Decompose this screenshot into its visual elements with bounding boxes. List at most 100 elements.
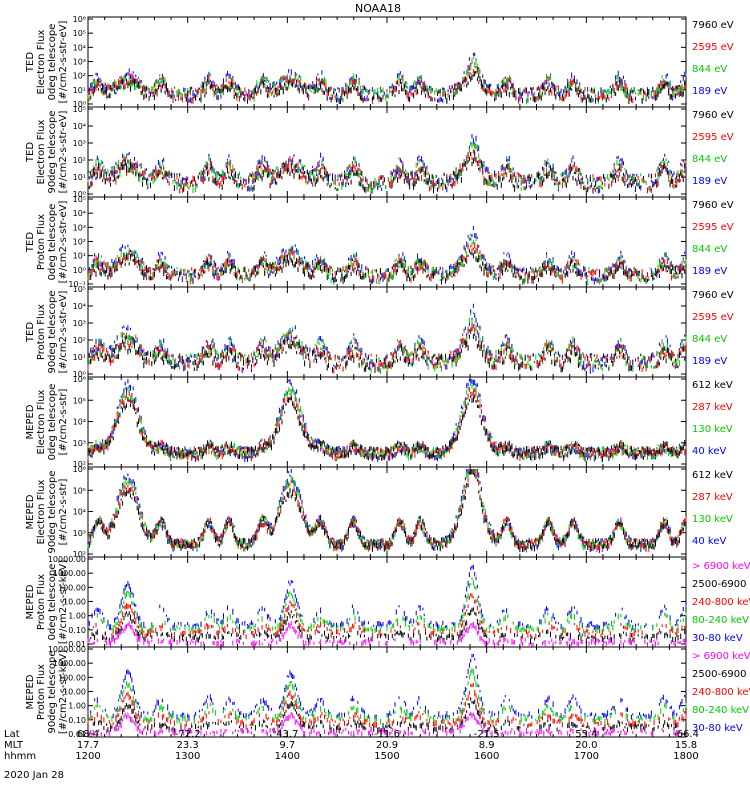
series-black (87, 150, 687, 194)
y-axis-label: Electron Flux (36, 479, 47, 544)
y-tick-label: 10¹ (73, 86, 86, 95)
legend-entry: > 6900 keV (692, 561, 750, 572)
x-tick-value: 23.3 (177, 740, 199, 751)
legend-entry: 612 keV (692, 380, 733, 391)
x-tick-value: 1600 (474, 751, 499, 762)
legend-entry: 189 eV (692, 176, 727, 187)
y-axis-label: Proton Flux (36, 664, 47, 720)
y-axis-label: MEPED (25, 494, 36, 529)
x-tick-value: 55.4 (575, 729, 597, 740)
legend-entry: 130 keV (692, 424, 733, 435)
panel-ted-electron-90deg: 10⁰ 10¹ 10² 10³ 10⁴ 10⁵ TED Electron Flux 90deg … (25, 105, 734, 199)
series-red (87, 243, 687, 285)
legend-entry: 844 eV (692, 244, 727, 255)
y-axis-label: Electron Flux (36, 29, 47, 94)
y-axis-label: Proton Flux (36, 574, 47, 630)
legend-entry: 612 keV (692, 470, 733, 481)
y-axis-label: MEPED (25, 674, 36, 709)
y-tick-label: 10⁶ (73, 375, 86, 384)
legend-entry: 844 eV (692, 154, 727, 165)
y-tick-label: 10⁰ (73, 370, 86, 379)
legend-entry: 2500-6900 (692, 579, 747, 590)
y-axis-label: 0deg telescope (47, 384, 58, 461)
x-tick-value: 1300 (175, 751, 200, 762)
series-black (90, 607, 687, 645)
series-red (87, 322, 687, 374)
x-tick-value: 9.7 (279, 740, 295, 751)
chart-title: NOAA18 (355, 2, 401, 15)
y-tick-label: 10³ (73, 223, 86, 232)
y-axis-label: Electron Flux (36, 119, 47, 184)
series-black (88, 249, 687, 285)
legend-entry: 7960 eV (692, 110, 734, 121)
series-blue (87, 303, 687, 374)
x-tick-value: 17.7 (77, 740, 99, 751)
y-tick-label: 10⁴ (73, 418, 86, 427)
y-tick-label: 1000.00 (53, 569, 86, 578)
y-axis-label: MEPED (25, 584, 36, 619)
y-tick-label: 10⁵ (73, 285, 86, 294)
y-axis-label: Proton Flux (36, 214, 47, 270)
x-tick-value: 68.4 (77, 729, 99, 740)
panel-meped-electron-0deg: 10² 10³ 10⁴ 10⁵ 10⁶ MEPED Electron Flux 0deg te… (25, 375, 733, 469)
series-blue (87, 653, 686, 721)
x-axis-labels: Lat 68.4 -72.2 43.7 -11.6 -21.5 55.4 -66.4 MLT 17… (4, 729, 699, 762)
y-tick-label: 10⁶ (73, 15, 86, 24)
series-blue (87, 226, 687, 285)
y-axis-label: [#/cm2-s-str-eV] (58, 111, 69, 194)
panel-meped-proton-0deg: 0.01 0.10 1.00 10.00 100.00 1000.00 10000.00 ME… (25, 555, 750, 649)
legend-entry: 30-80 keV (692, 723, 743, 734)
y-tick-label: 10⁶ (73, 465, 86, 474)
x-tick-value: 8.9 (479, 740, 495, 751)
y-axis-label: [#/cm2-s-str] (58, 478, 69, 545)
panel-ted-proton-0deg: 10⁻¹ 10⁰ 10¹ 10² 10³ 10⁴ 10⁵ TED Proton Flux 0deg… (25, 195, 734, 289)
y-tick-label: 10000.00 (48, 645, 86, 654)
legend-entry: 287 keV (692, 492, 733, 503)
legend-entry: 7960 eV (692, 290, 734, 301)
legend-entry: 2595 eV (692, 312, 734, 323)
y-axis-label: TED (25, 142, 36, 163)
y-axis-label: [#/cm2-s-str-eV] (58, 201, 69, 284)
y-tick-label: 10³ (73, 529, 86, 538)
y-tick-label: 10³ (73, 139, 86, 148)
legend-entry: 189 eV (692, 266, 727, 277)
y-axis-label: 90deg telescope (47, 650, 58, 733)
y-tick-label: 1000.00 (53, 659, 86, 668)
x-tick-value: 1400 (275, 751, 300, 762)
y-tick-label: 10⁵ (73, 486, 86, 495)
x-tick-value: -72.2 (175, 729, 201, 740)
y-axis-label: [#/cm2-s-str-eV] (58, 291, 69, 374)
y-tick-label: 0.10 (68, 626, 86, 635)
x-row-label: Lat (4, 729, 20, 740)
y-tick-label: 10⁵ (73, 105, 86, 114)
y-tick-label: 1.00 (68, 702, 86, 711)
x-tick-value: -11.6 (374, 729, 400, 740)
y-axis-label: [#/cm2-s-sr-keV] (58, 560, 69, 644)
y-axis-label: 0deg telescope (47, 564, 58, 641)
legend-entry: 2595 eV (692, 42, 734, 53)
y-tick-label: 10¹ (73, 173, 86, 182)
date-label: 2020 Jan 28 (4, 770, 64, 781)
y-tick-label: 10000.00 (48, 555, 86, 564)
panel-ted-proton-90deg: 10⁰ 10¹ 10² 10³ 10⁴ 10⁵ TED Proton Flux 90deg te… (25, 285, 734, 379)
panel-meped-electron-90deg: 10² 10³ 10⁴ 10⁵ 10⁶ MEPED Electron Flux 90deg t… (25, 465, 733, 559)
y-tick-label: 10⁵ (73, 396, 86, 405)
legend-entry: 30-80 keV (692, 633, 743, 644)
y-tick-label: 10⁻¹ (68, 280, 86, 289)
legend-entry: 80-240 keV (692, 615, 749, 626)
series-blue (87, 469, 687, 553)
y-tick-label: 10² (73, 550, 86, 559)
series-magenta (87, 621, 687, 649)
x-tick-value: 20.9 (376, 740, 398, 751)
y-tick-label: 10³ (73, 58, 86, 67)
y-axis-label: 0deg telescope (47, 24, 58, 101)
series-black (87, 326, 687, 373)
legend-entry: > 6900 keV (692, 651, 750, 662)
series-green (87, 141, 687, 194)
series-blue (87, 564, 687, 631)
legend-entry: 287 keV (692, 402, 733, 413)
panel-frame (87, 556, 687, 648)
y-tick-label: 10⁴ (73, 122, 86, 131)
